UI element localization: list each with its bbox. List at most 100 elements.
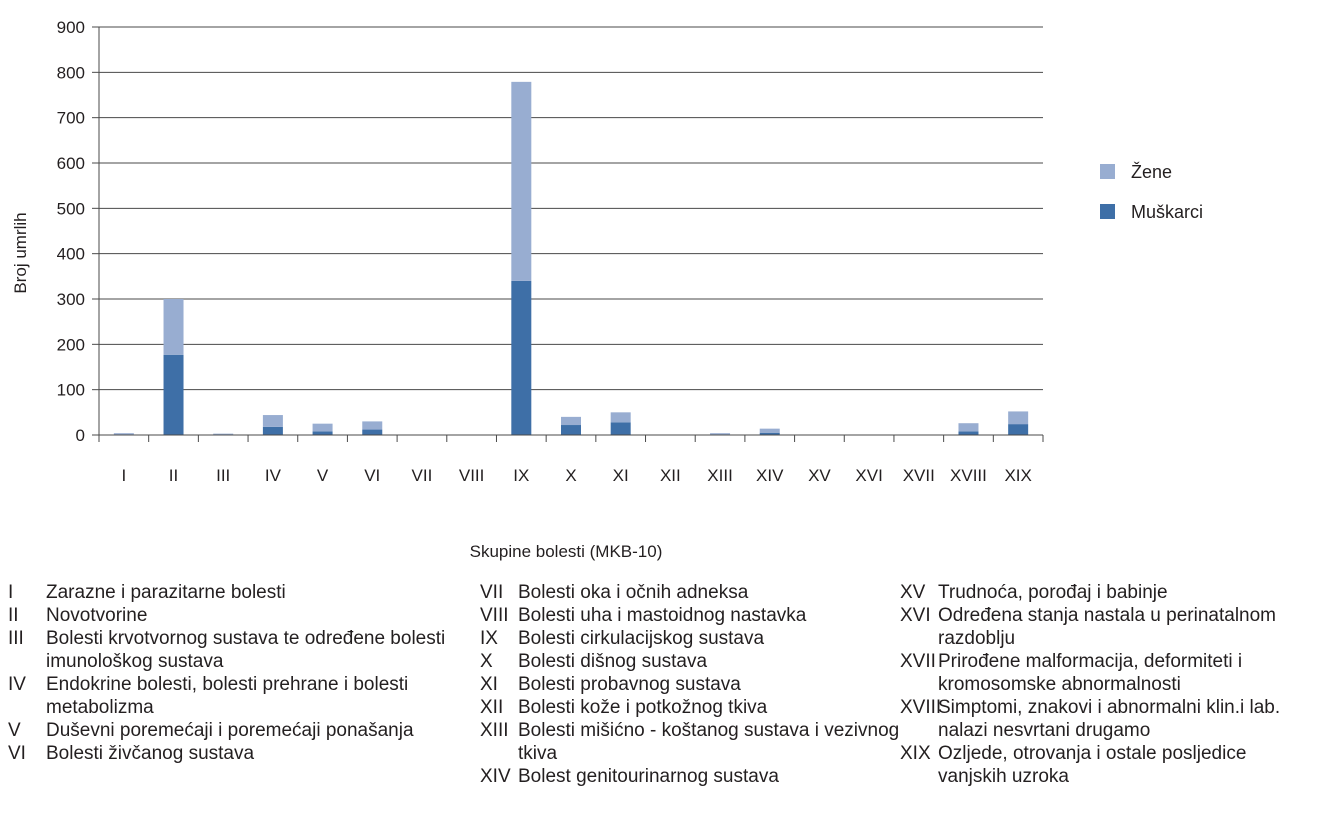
x-tick-label: XVIII bbox=[950, 466, 987, 485]
x-tick-label: VI bbox=[364, 466, 380, 485]
key-description: Ozljede, otrovanja i ostale posljedice v… bbox=[938, 743, 1247, 787]
key-entry: VII Bolesti oka i očnih adneksa bbox=[480, 581, 900, 604]
key-code: XVI bbox=[900, 605, 931, 626]
bar-segment bbox=[759, 432, 780, 435]
x-tick-label: I bbox=[121, 466, 126, 485]
bar-segment bbox=[759, 428, 780, 433]
key-description: Bolesti živčanog sustava bbox=[46, 743, 255, 764]
bar-segment bbox=[1008, 411, 1029, 425]
key-code: XIX bbox=[900, 743, 931, 764]
key-description: Endokrine bolesti, bolesti prehrane i bo… bbox=[46, 674, 409, 718]
legend: Žene Muškarci bbox=[1100, 162, 1203, 222]
x-tick-label: II bbox=[169, 466, 178, 485]
key-entry: XII Bolesti kože i potkožnog tkiva bbox=[480, 696, 900, 719]
key-entry: VIII Bolesti uha i mastoidnog nastavka bbox=[480, 604, 900, 627]
bar-segment bbox=[362, 429, 383, 435]
key-code: XV bbox=[900, 582, 926, 603]
x-tick-label: VII bbox=[412, 466, 433, 485]
key-entry: XI Bolesti probavnog sustava bbox=[480, 673, 900, 696]
bar-segment bbox=[710, 433, 731, 435]
y-tick-label: 0 bbox=[76, 426, 85, 445]
x-tick-label: XI bbox=[613, 466, 629, 485]
gridlines bbox=[99, 26, 1043, 391]
category-key-column-3: XV Trudnoća, porođaj i babinje XVI Određena… bbox=[900, 581, 1320, 788]
x-axis-label: Skupine bolesti (MKB-10) bbox=[470, 542, 663, 561]
key-entry: XIII Bolesti mišićno - koštanog sustava i… bbox=[480, 719, 900, 765]
key-code: XVIII bbox=[900, 697, 942, 718]
y-tick-label: 700 bbox=[57, 109, 85, 128]
key-entry: IX Bolesti cirkulacijskog sustava bbox=[480, 627, 900, 650]
bar-segment bbox=[163, 299, 184, 355]
key-description: Bolest genitourinarnog sustava bbox=[518, 766, 779, 787]
bar-segment bbox=[511, 81, 532, 281]
key-entry: XIV Bolest genitourinarnog sustava bbox=[480, 765, 900, 788]
key-description: Bolesti probavnog sustava bbox=[518, 674, 741, 695]
x-tick-label: VIII bbox=[459, 466, 485, 485]
key-code: XIII bbox=[480, 720, 509, 741]
category-key-column-1: I Zarazne i parazitarne bolesti II Novotvor… bbox=[8, 581, 468, 765]
key-description: Bolesti krvotvornog sustava te određene … bbox=[46, 628, 446, 672]
category-key-column-2: VII Bolesti oka i očnih adneksa VIII Bolest… bbox=[480, 581, 900, 788]
key-entry: V Duševni poremećaji i poremećaji ponašan… bbox=[8, 719, 468, 742]
bar-segment bbox=[362, 421, 383, 430]
key-description: Novotvorine bbox=[46, 605, 148, 626]
bar-segment bbox=[163, 354, 184, 435]
y-tick-label: 100 bbox=[57, 381, 85, 400]
key-description: Bolesti mišićno - koštanog sustava i vez… bbox=[518, 720, 900, 764]
key-entry: XIX Ozljede, otrovanja i ostale posljedic… bbox=[900, 742, 1320, 788]
legend-label: Muškarci bbox=[1131, 202, 1203, 222]
key-entry: II Novotvorine bbox=[8, 604, 468, 627]
key-code: V bbox=[8, 720, 21, 741]
x-tick-label: XIX bbox=[1004, 466, 1031, 485]
y-tick-label: 600 bbox=[57, 154, 85, 173]
bar-segment bbox=[213, 433, 234, 435]
bar-segment bbox=[511, 280, 532, 435]
x-tick-label: IX bbox=[513, 466, 529, 485]
key-description: Duševni poremećaji i poremećaji ponašanj… bbox=[46, 720, 414, 741]
key-entry: XVIII Simptomi, znakovi i abnormalni klin… bbox=[900, 696, 1320, 742]
bar-segment bbox=[958, 423, 979, 432]
key-code: XI bbox=[480, 674, 498, 695]
bar-segment bbox=[262, 426, 283, 435]
x-tick-label: XIV bbox=[756, 466, 784, 485]
x-axis-ticks: I II III IV V VI VII VIII IX X XI XII XIII XIV XV XVI XV… bbox=[121, 466, 1031, 485]
key-entry: X Bolesti dišnog sustava bbox=[480, 650, 900, 673]
x-tick-label: XIII bbox=[707, 466, 733, 485]
key-code: III bbox=[8, 628, 24, 649]
key-description: Trudnoća, porođaj i babinje bbox=[938, 582, 1168, 603]
bar-segment bbox=[312, 423, 333, 432]
x-axis bbox=[98, 27, 1044, 442]
key-code: IX bbox=[480, 628, 498, 649]
x-tick-label: XV bbox=[808, 466, 831, 485]
y-tick-label: 500 bbox=[57, 199, 85, 218]
key-entry: XV Trudnoća, porođaj i babinje bbox=[900, 581, 1320, 604]
bar-segment bbox=[958, 431, 979, 435]
legend-swatch bbox=[1100, 204, 1115, 219]
y-tick-label: 900 bbox=[57, 18, 85, 37]
key-entry: I Zarazne i parazitarne bolesti bbox=[8, 581, 468, 604]
bar-segment bbox=[610, 412, 631, 423]
key-code: VIII bbox=[480, 605, 509, 626]
key-entry: IV Endokrine bolesti, bolesti prehrane i … bbox=[8, 673, 468, 719]
x-tick-label: XVI bbox=[855, 466, 882, 485]
key-code: X bbox=[480, 651, 493, 672]
key-description: Bolesti dišnog sustava bbox=[518, 651, 708, 672]
key-code: XII bbox=[480, 697, 504, 718]
key-entry: XVII Prirođene malformacija, deformiteti … bbox=[900, 650, 1320, 696]
bar-segment bbox=[262, 415, 283, 427]
x-tick-label: IV bbox=[265, 466, 282, 485]
bars bbox=[113, 81, 1029, 435]
key-description: Bolesti oka i očnih adneksa bbox=[518, 582, 749, 603]
key-code: IV bbox=[8, 674, 26, 695]
bar-segment bbox=[312, 431, 333, 435]
key-description: Određena stanja nastala u perinatalnom r… bbox=[938, 605, 1277, 649]
key-description: Bolesti cirkulacijskog sustava bbox=[518, 628, 765, 649]
key-description: Zarazne i parazitarne bolesti bbox=[46, 582, 286, 603]
key-code: VII bbox=[480, 582, 504, 603]
bar-segment bbox=[561, 425, 581, 435]
key-description: Bolesti kože i potkožnog tkiva bbox=[518, 697, 768, 718]
bar-segment bbox=[113, 433, 134, 435]
x-tick-label: XII bbox=[660, 466, 681, 485]
key-code: I bbox=[8, 582, 14, 603]
